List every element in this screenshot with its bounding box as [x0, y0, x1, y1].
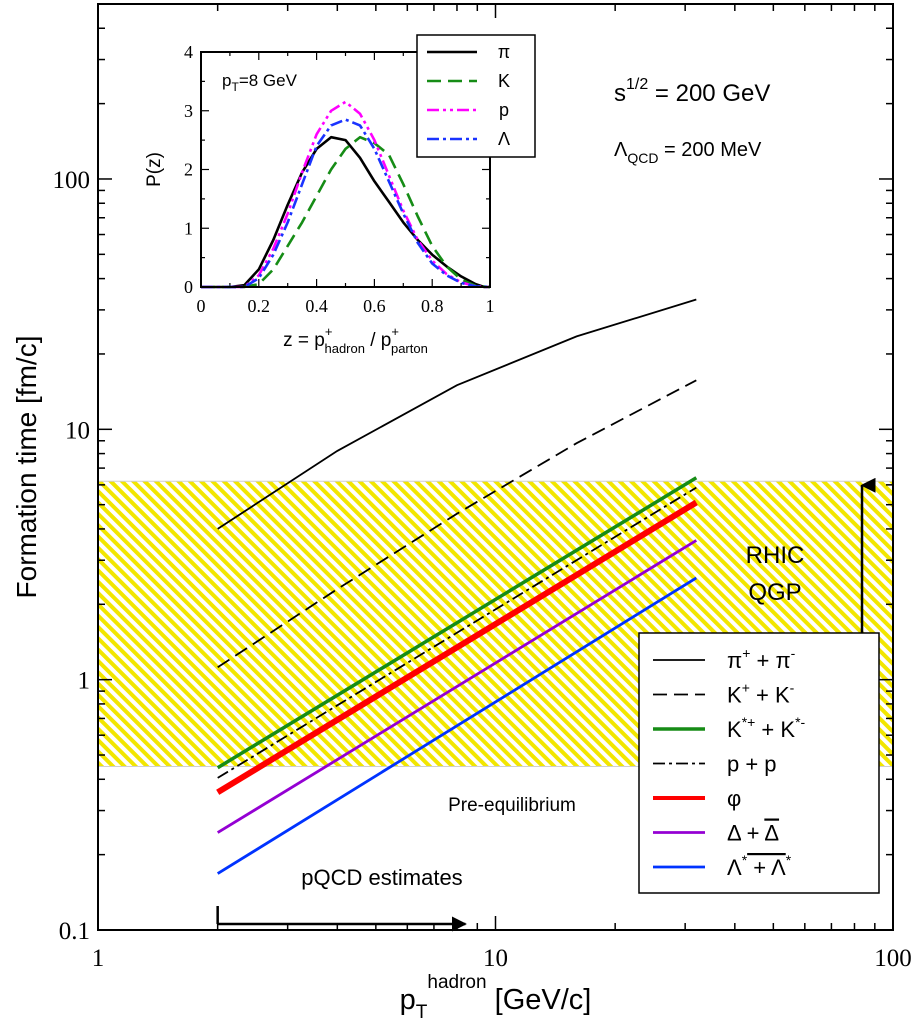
- series-line-4: [217, 486, 697, 779]
- legend-label-7: Λ* + Λ*: [727, 852, 792, 880]
- main-legend-box: [638, 632, 880, 894]
- inset-series-layer: [201, 100, 491, 289]
- legend-label-4: p + p: [727, 752, 777, 777]
- inset-x-tick-label: 0.8: [421, 296, 444, 316]
- legend-label-5: φ: [727, 786, 741, 811]
- inset-y-axis-label: P(z): [144, 152, 165, 187]
- legend-label-6: Δ + Δ: [727, 821, 779, 846]
- inset-x-axis-label: z = p+ hadron / p+ parton: [283, 324, 428, 356]
- main-legend: π+ + π- K+ + K- K*+ + K*- p + p φ Δ + Δ Λ* + Λ…: [638, 632, 880, 894]
- x-tick-label: 10: [483, 945, 508, 972]
- series-line-3: [216, 476, 698, 770]
- inset-y-tick-label: 3: [184, 101, 193, 121]
- inset-y-tick-label: 4: [184, 42, 193, 62]
- inset-series-line-4: [201, 118, 491, 289]
- x-tick-label: 100: [874, 945, 912, 972]
- inset-pt-label: pT=8 GeV: [222, 71, 298, 94]
- inset-y-tick-label: 2: [184, 160, 193, 180]
- rhic-label: RHIC: [746, 542, 805, 569]
- legend-label-1: π+ + π-: [727, 645, 796, 673]
- pqcd-arrow: [216, 906, 466, 924]
- inset-y-tick-label: 0: [184, 277, 193, 297]
- inset-legend-box: [416, 34, 536, 158]
- y-tick-label: 1: [78, 668, 91, 695]
- x-tick-label: 1: [92, 945, 105, 972]
- inset-x-tick-label: 0: [197, 296, 206, 316]
- main-plot-frame: [97, 3, 894, 931]
- inset-series-line-2: [201, 135, 491, 289]
- inset-x-tick-label: 1: [486, 296, 495, 316]
- inset-legend-label-3: p: [499, 100, 509, 120]
- inset-legend-label-4: Λ: [498, 129, 510, 149]
- inset-pz-chart: 0 0.2 0.4 0.6 0.8 1 0 1 2 3 4 pT=8 GeV P(z) z = p+…: [120, 34, 536, 366]
- main-y-axis-label: Formation time [fm/c]: [11, 336, 42, 599]
- qgp-label: QGP: [748, 579, 801, 606]
- inset-plot-frame: [200, 51, 491, 288]
- inset-series-line-1: [201, 135, 490, 289]
- legend-label-2: K+ + K-: [727, 680, 795, 708]
- inset-x-tick-label: 0.6: [363, 296, 386, 316]
- legend-label-3: K*+ + K*-: [727, 714, 806, 742]
- series-line-2: [217, 379, 697, 669]
- series-line-5: [216, 499, 698, 795]
- y-tick-label: 10: [65, 417, 90, 444]
- y-tick-label: 100: [53, 167, 91, 194]
- inset-y-tick-label: 1: [184, 218, 193, 238]
- series-line-7: [216, 576, 698, 875]
- inset-legend-label-2: K: [498, 71, 510, 91]
- main-series-layer: [216, 298, 698, 875]
- series-line-6: [216, 539, 698, 834]
- lambda-qcd-annotation: ΛQCD = 200 MeV: [614, 139, 762, 166]
- inset-series-line-3: [201, 100, 491, 289]
- inset-x-tick-label: 0.4: [305, 296, 328, 316]
- inset-x-tick-label: 0.2: [248, 296, 271, 316]
- pre-equilibrium-label: Pre-equilibrium: [448, 795, 576, 816]
- sqrt-s-annotation: s1/2 = 200 GeV: [614, 76, 770, 107]
- series-line-1: [217, 298, 697, 530]
- y-tick-label: 0.1: [59, 918, 90, 945]
- pqcd-estimates-label: pQCD estimates: [301, 865, 462, 890]
- main-x-axis-label: pThadron [GeV/c]: [400, 972, 592, 1022]
- inset-legend-label-1: π: [498, 42, 510, 62]
